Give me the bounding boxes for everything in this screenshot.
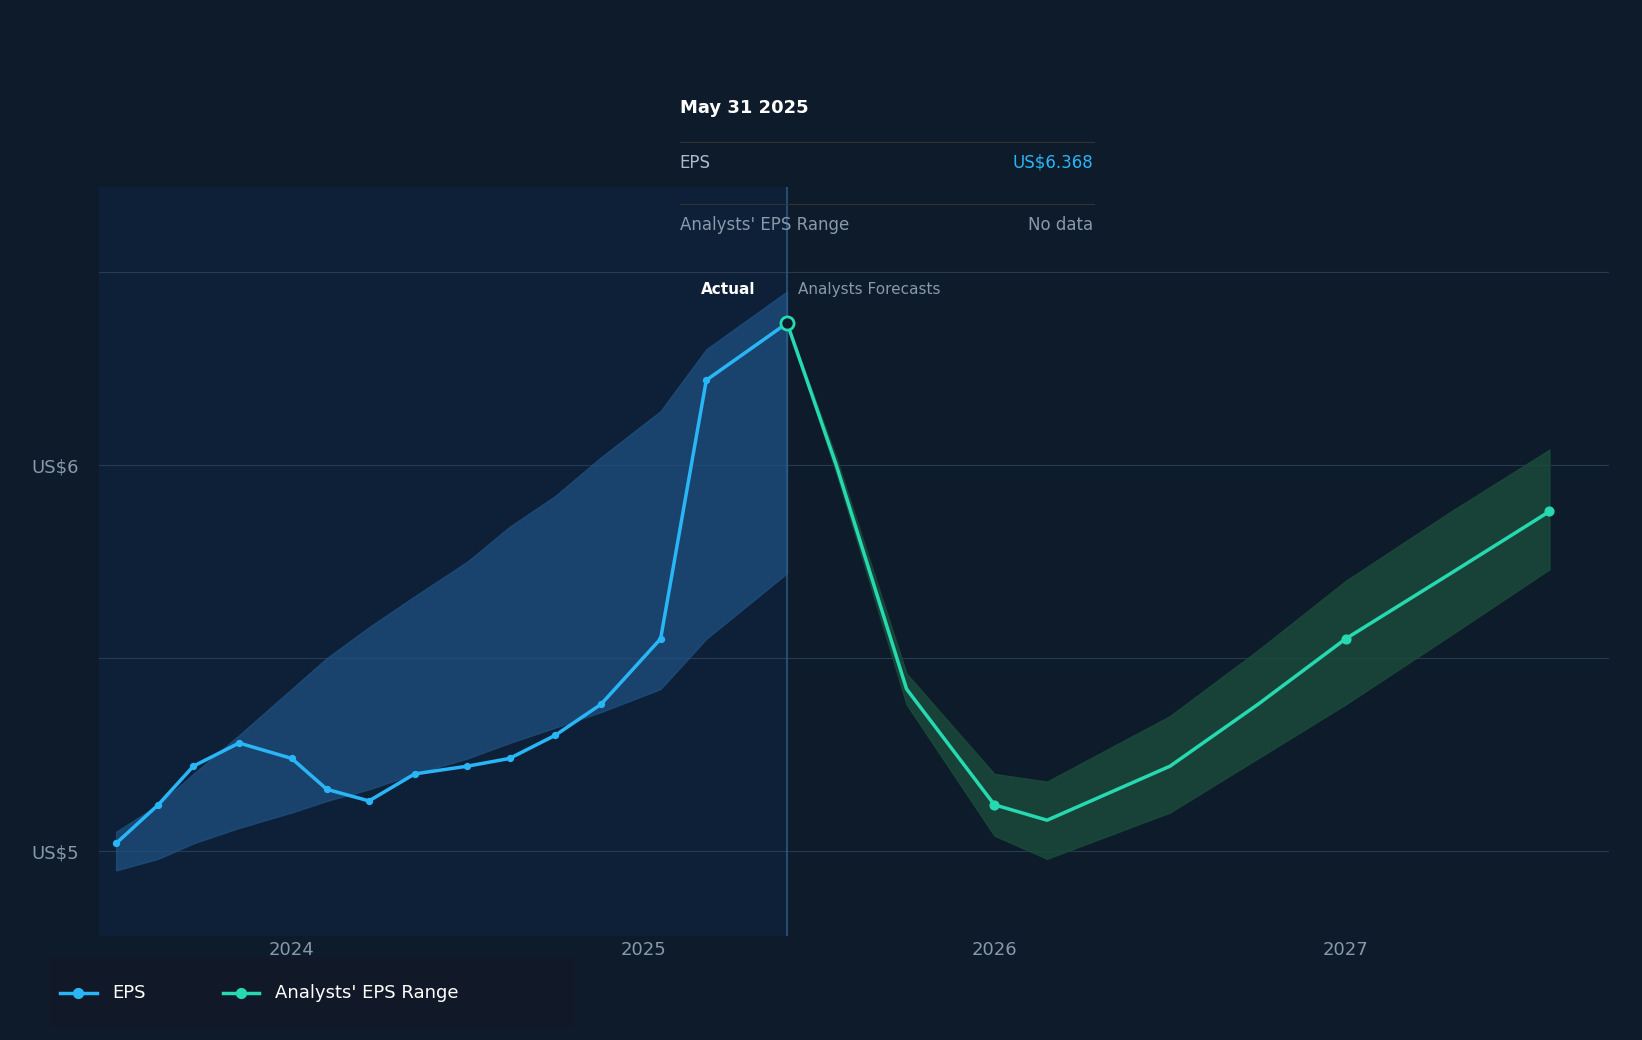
Point (773, 315, 800, 332)
Point (496, 750, 522, 766)
Point (356, 792, 383, 809)
Text: EPS: EPS (680, 154, 711, 172)
Text: Analysts' EPS Range: Analysts' EPS Range (680, 215, 849, 234)
Point (144, 797, 171, 813)
Text: US$6.368: US$6.368 (1013, 154, 1094, 172)
Point (455, 758, 481, 775)
Point (693, 372, 719, 389)
Point (228, 985, 255, 1002)
Text: Analysts' EPS Range: Analysts' EPS Range (276, 984, 458, 1003)
Text: EPS: EPS (112, 984, 146, 1003)
Text: May 31 2025: May 31 2025 (680, 99, 808, 118)
Text: Actual: Actual (701, 282, 755, 297)
Text: Analysts Forecasts: Analysts Forecasts (798, 282, 941, 297)
Point (773, 315, 800, 332)
Point (103, 835, 130, 852)
Point (181, 758, 207, 775)
Point (227, 734, 253, 751)
Point (279, 750, 305, 766)
Point (66, 985, 92, 1002)
Point (542, 727, 568, 744)
Point (588, 696, 614, 712)
Point (1333, 630, 1360, 647)
Point (314, 781, 340, 798)
Text: No data: No data (1028, 215, 1094, 234)
Bar (99, 187, 787, 936)
Point (402, 765, 429, 782)
Point (647, 630, 673, 647)
Point (1537, 503, 1563, 520)
Point (982, 797, 1008, 813)
FancyBboxPatch shape (39, 956, 585, 1031)
